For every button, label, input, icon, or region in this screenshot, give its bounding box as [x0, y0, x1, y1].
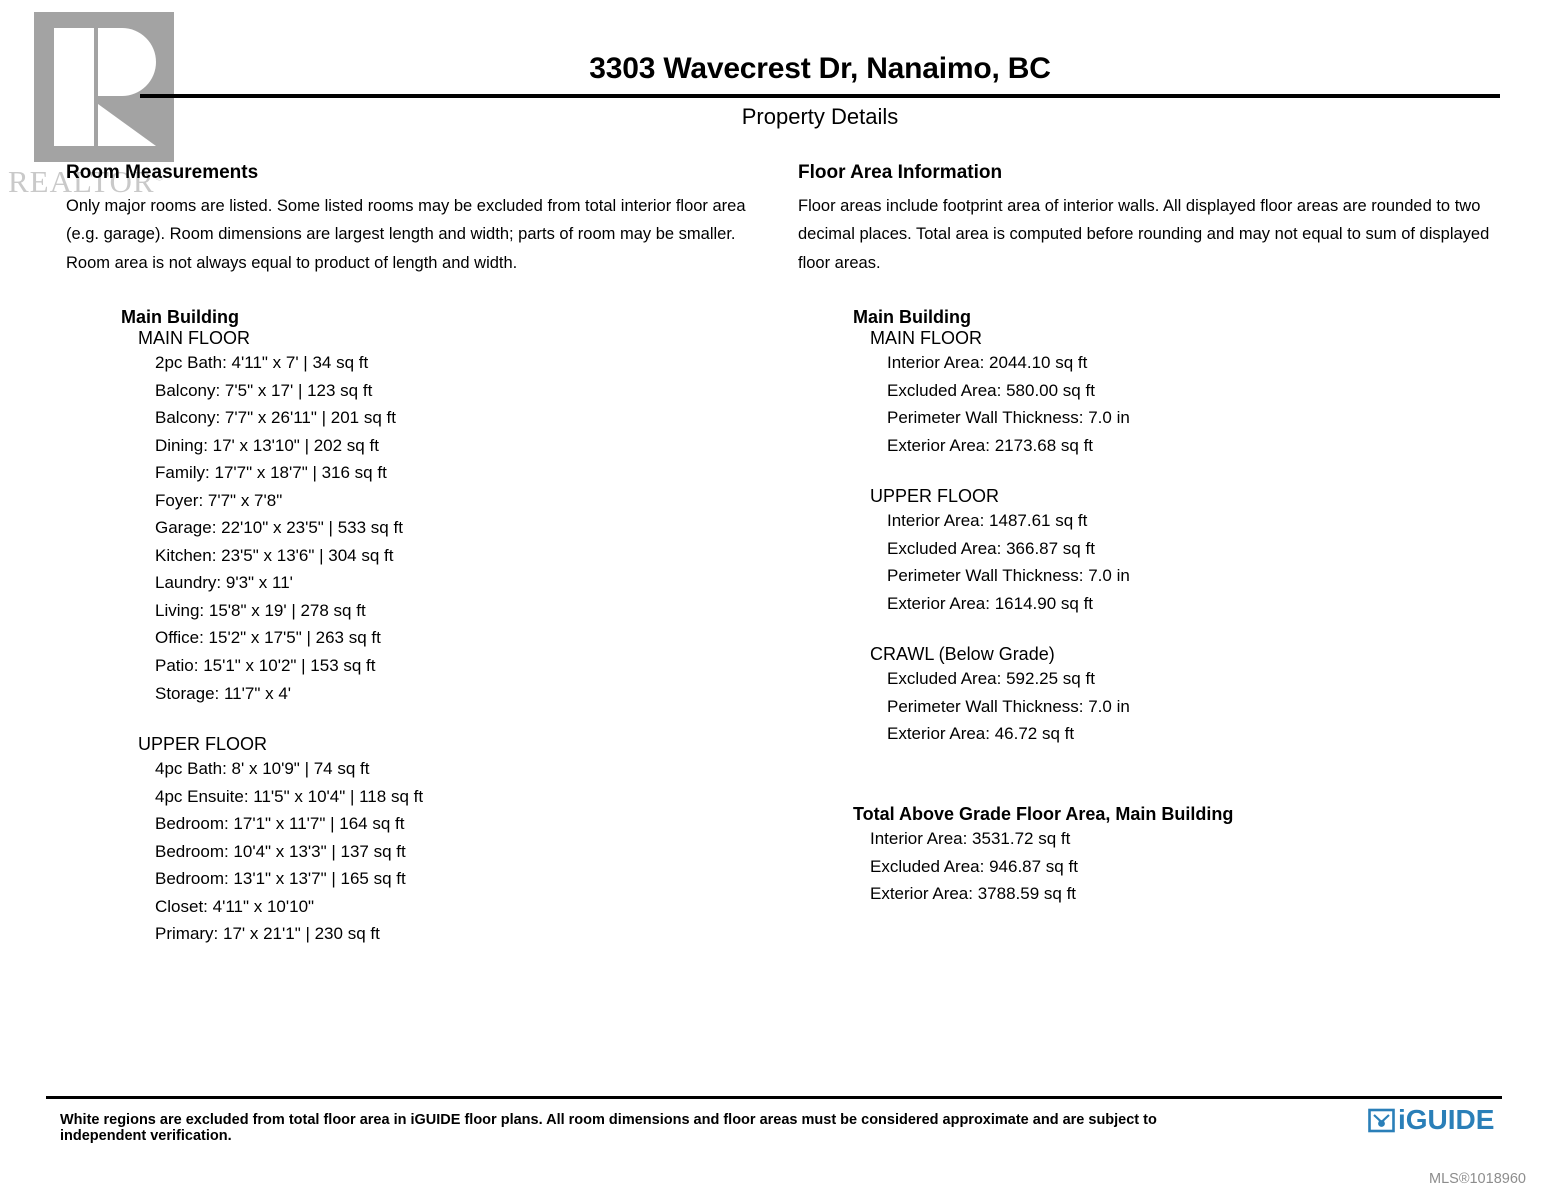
- iguide-wordmark: iGUIDE: [1398, 1104, 1495, 1135]
- room-line: Foyer: 7'7" x 7'8": [155, 490, 283, 510]
- total-above-grade-heading: Total Above Grade Floor Area, Main Build…: [853, 803, 1234, 824]
- floor-area-note: Floor areas include footprint area of in…: [798, 197, 1490, 272]
- room-measurements-heading: Room Measurements: [66, 162, 259, 183]
- area-stat-line: Perimeter Wall Thickness: 7.0 in: [887, 696, 1130, 716]
- floor-area-information-column: Floor Area Information Floor areas inclu…: [798, 162, 1513, 908]
- room-line: Primary: 17' x 21'1" | 230 sq ft: [155, 924, 380, 944]
- area-stat-line: Exterior Area: 1614.90 sq ft: [887, 593, 1094, 613]
- area-stat-line: Interior Area: 2044.10 sq ft: [887, 353, 1088, 373]
- room-line: Bedroom: 10'4" x 13'3" | 137 sq ft: [155, 841, 406, 861]
- iguide-camera-icon: [1368, 1108, 1395, 1132]
- area-stat-line: Exterior Area: 46.72 sq ft: [887, 724, 1075, 744]
- floor-area-heading: Floor Area Information: [798, 162, 1003, 183]
- area-block-crawl: CRAWL (Below Grade) Excluded Area: 592.2…: [798, 644, 1513, 748]
- room-line: Closet: 4'11" x 10'10": [155, 896, 315, 916]
- room-line: Garage: 22'10" x 23'5" | 533 sq ft: [155, 518, 403, 538]
- left-floor-block-upper: UPPER FLOOR 4pc Bath: 8' x 10'9" | 74 sq…: [66, 734, 776, 948]
- room-line: 2pc Bath: 4'11" x 7' | 34 sq ft: [155, 353, 369, 373]
- room-line: Dining: 17' x 13'10" | 202 sq ft: [155, 435, 379, 455]
- room-line: Balcony: 7'7" x 26'11" | 201 sq ft: [155, 408, 396, 428]
- footer-divider: [46, 1096, 1502, 1099]
- total-above-grade-block: Total Above Grade Floor Area, Main Build…: [798, 804, 1513, 908]
- footer-disclaimer: White regions are excluded from total fl…: [60, 1112, 1157, 1144]
- room-line: Storage: 11'7" x 4': [155, 683, 292, 703]
- page-title: 3303 Wavecrest Dr, Nanaimo, BC: [589, 52, 1051, 85]
- room-line: Office: 15'2" x 17'5" | 263 sq ft: [155, 628, 381, 648]
- room-line: Kitchen: 23'5" x 13'6" | 304 sq ft: [155, 545, 394, 565]
- area-stat-line: Excluded Area: 580.00 sq ft: [887, 380, 1095, 400]
- area-stat-line: Interior Area: 1487.61 sq ft: [887, 511, 1088, 531]
- area-stat-line: Excluded Area: 592.25 sq ft: [887, 669, 1095, 689]
- room-line: Living: 15'8" x 19' | 278 sq ft: [155, 600, 366, 620]
- area-floor-name-upper: UPPER FLOOR: [870, 486, 1000, 507]
- area-stat-line: Excluded Area: 366.87 sq ft: [887, 538, 1095, 558]
- total-stat-line: Interior Area: 3531.72 sq ft: [870, 828, 1071, 848]
- room-line: 4pc Ensuite: 11'5" x 10'4" | 118 sq ft: [155, 786, 424, 806]
- left-floor-name-main: MAIN FLOOR: [138, 328, 251, 349]
- area-stat-line: Exterior Area: 2173.68 sq ft: [887, 435, 1094, 455]
- room-measurements-note: Only major rooms are listed. Some listed…: [66, 197, 746, 272]
- left-building-name: Main Building: [121, 307, 239, 328]
- room-line: Laundry: 9'3" x 11': [155, 573, 293, 593]
- room-line: Balcony: 7'5" x 17' | 123 sq ft: [155, 380, 373, 400]
- room-line: Patio: 15'1" x 10'2" | 153 sq ft: [155, 655, 376, 675]
- mls-number: MLS®1018960: [1429, 1171, 1526, 1187]
- room-line: Bedroom: 13'1" x 13'7" | 165 sq ft: [155, 869, 406, 889]
- total-stat-line: Exterior Area: 3788.59 sq ft: [870, 884, 1077, 904]
- area-stat-line: Perimeter Wall Thickness: 7.0 in: [887, 566, 1130, 586]
- total-stat-line: Excluded Area: 946.87 sq ft: [870, 856, 1078, 876]
- right-building-name: Main Building: [853, 307, 971, 328]
- area-stat-line: Perimeter Wall Thickness: 7.0 in: [887, 408, 1130, 428]
- left-floor-name-upper: UPPER FLOOR: [138, 734, 268, 755]
- room-line: Family: 17'7" x 18'7" | 316 sq ft: [155, 463, 387, 483]
- realtor-r-mark-icon: [34, 12, 174, 162]
- left-floor-block-main: MAIN FLOOR 2pc Bath: 4'11" x 7' | 34 sq …: [66, 328, 776, 707]
- area-floor-name-main: MAIN FLOOR: [870, 328, 983, 349]
- iguide-logo: iGUIDE: [1368, 1106, 1494, 1134]
- area-block-main: MAIN FLOOR Interior Area: 2044.10 sq ft …: [798, 328, 1513, 459]
- room-line: 4pc Bath: 8' x 10'9" | 74 sq ft: [155, 759, 370, 779]
- area-block-upper: UPPER FLOOR Interior Area: 1487.61 sq ft…: [798, 486, 1513, 617]
- room-measurements-column: Room Measurements Only major rooms are l…: [66, 162, 776, 948]
- page-subtitle: Property Details: [741, 104, 899, 129]
- area-floor-name-crawl: CRAWL (Below Grade): [870, 644, 1055, 665]
- room-line: Bedroom: 17'1" x 11'7" | 164 sq ft: [155, 814, 405, 834]
- header-divider: [140, 94, 1500, 98]
